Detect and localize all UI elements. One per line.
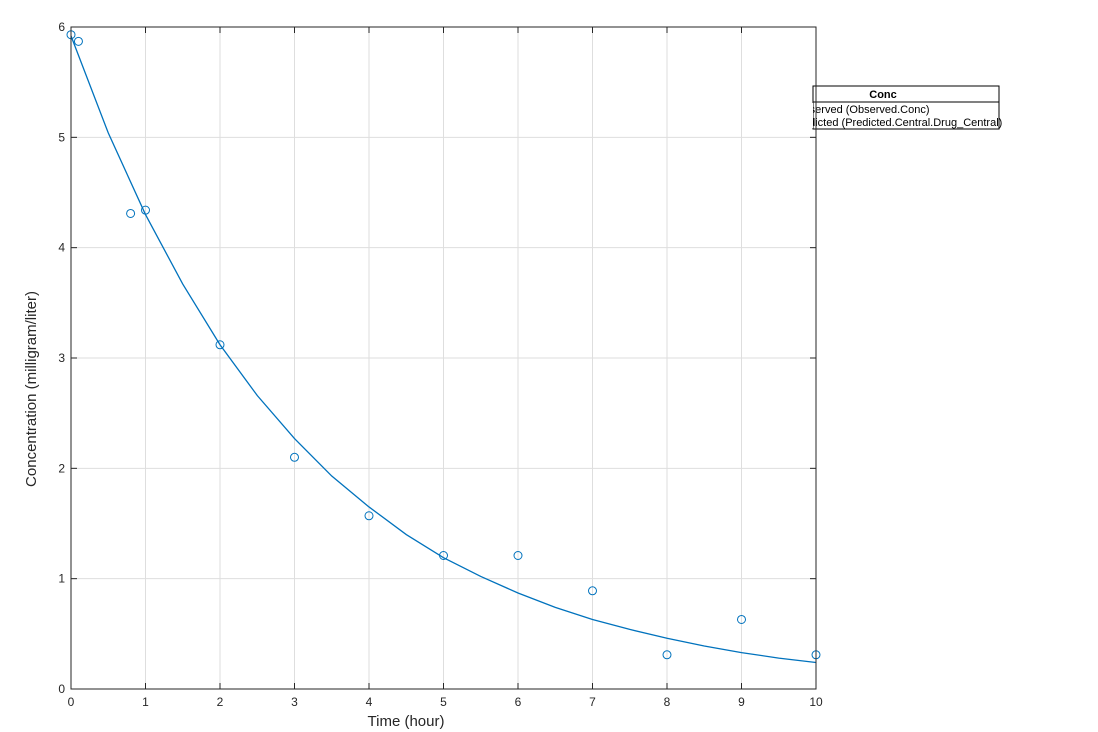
x-tick-label: 6 — [515, 695, 522, 709]
legend-entry-observed: Observed (Observed.Conc) — [795, 104, 930, 116]
y-tick-label: 1 — [58, 572, 65, 586]
legend: Conc Observed (Observed.Conc) Predicted … — [792, 85, 1002, 130]
x-tick-label: 9 — [738, 695, 745, 709]
observed-point — [215, 340, 225, 350]
y-tick-label: 2 — [58, 461, 65, 475]
x-tick-label: 7 — [589, 695, 596, 709]
legend-box — [812, 85, 1000, 130]
y-tick-label: 6 — [58, 20, 65, 34]
x-tick-label: 2 — [217, 695, 224, 709]
observed-point — [513, 550, 523, 560]
observed-point — [126, 208, 136, 218]
y-tick-label: 4 — [58, 241, 65, 255]
y-tick-label: 5 — [58, 130, 65, 144]
y-axis-title: Concentration (milligram/liter) — [23, 291, 40, 487]
observed-point — [662, 650, 672, 660]
x-tick-label: 3 — [291, 695, 298, 709]
x-axis-title: Time (hour) — [368, 713, 445, 730]
x-tick-label: 10 — [809, 695, 823, 709]
grid-lines — [71, 27, 816, 689]
axis-ticks: 0 1 2 3 4 5 6 7 8 9 10 0 1 2 3 4 5 6 — [58, 20, 823, 709]
observed-point — [290, 452, 299, 462]
x-tick-label: 0 — [68, 695, 75, 709]
observed-point — [364, 511, 374, 521]
x-tick-label: 8 — [664, 695, 671, 709]
y-tick-label: 3 — [58, 351, 65, 365]
x-tick-label: 1 — [142, 695, 149, 709]
data-series — [66, 30, 821, 664]
x-tick-label: 4 — [366, 695, 373, 709]
legend-overlap-mask — [771, 103, 813, 128]
observed-point — [737, 614, 746, 624]
legend-entry-predicted: Predicted (Predicted.Central.Drug_Centra… — [792, 117, 1002, 129]
observed-point — [73, 36, 83, 46]
x-tick-label: 5 — [440, 695, 447, 709]
observed-point — [588, 586, 597, 596]
predicted-line — [70, 35, 817, 664]
y-tick-label: 0 — [58, 682, 65, 696]
legend-title: Conc — [869, 89, 897, 101]
